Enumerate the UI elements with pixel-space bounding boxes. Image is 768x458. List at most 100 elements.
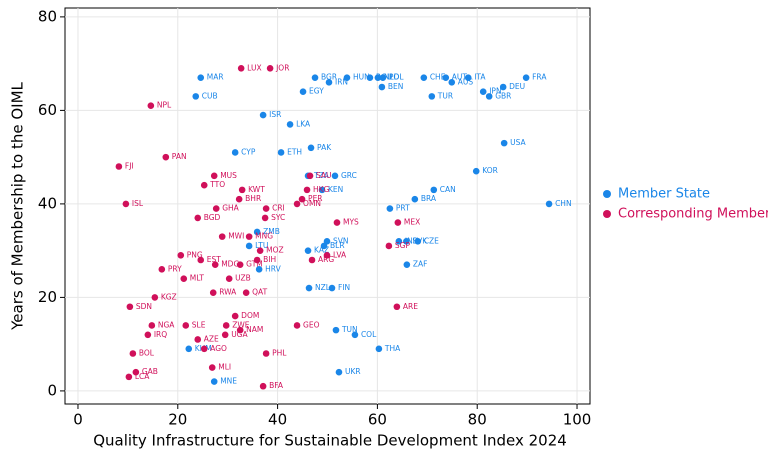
point-label: NGA bbox=[158, 320, 175, 329]
point bbox=[522, 74, 530, 81]
point-label: BOL bbox=[139, 349, 155, 358]
point bbox=[286, 121, 294, 128]
point-label: OMN bbox=[303, 199, 321, 208]
point bbox=[472, 167, 480, 175]
point-label: AZE bbox=[204, 334, 219, 343]
point bbox=[403, 237, 410, 245]
point-label: RWA bbox=[219, 288, 237, 297]
point bbox=[259, 382, 267, 390]
point bbox=[335, 368, 343, 376]
point-label: GRC bbox=[341, 171, 357, 180]
point bbox=[231, 312, 239, 320]
point bbox=[393, 303, 401, 311]
point bbox=[162, 153, 170, 161]
point bbox=[366, 74, 374, 81]
point-label: CHE bbox=[430, 73, 446, 82]
point-label: MDG bbox=[221, 260, 239, 269]
point-label: SGP bbox=[395, 241, 411, 250]
x-tick-label: 40 bbox=[268, 411, 287, 429]
point-label: THA bbox=[384, 344, 401, 353]
x-tick-label: 100 bbox=[563, 411, 592, 429]
point-label: BIH bbox=[263, 255, 276, 264]
point bbox=[210, 378, 218, 385]
point bbox=[307, 144, 315, 152]
point bbox=[293, 200, 301, 208]
point-label: BHR bbox=[245, 194, 261, 203]
point bbox=[328, 284, 336, 292]
point-label: POL bbox=[389, 73, 404, 82]
point bbox=[403, 261, 411, 268]
point bbox=[266, 65, 274, 72]
point-label: PHL bbox=[272, 349, 287, 358]
point-label: MLT bbox=[190, 274, 205, 283]
y-tick-label: 0 bbox=[47, 381, 57, 399]
point-label: ITA bbox=[474, 73, 486, 82]
point bbox=[200, 181, 208, 189]
point-label: AUT bbox=[452, 73, 468, 82]
point-label: CZE bbox=[424, 236, 439, 245]
point bbox=[129, 350, 137, 357]
y-tick-label: 40 bbox=[38, 194, 57, 212]
point bbox=[305, 284, 313, 292]
point bbox=[210, 172, 218, 180]
point-label: PRY bbox=[168, 264, 182, 273]
point bbox=[333, 219, 341, 226]
point bbox=[545, 200, 553, 208]
point-label: PAK bbox=[317, 143, 332, 152]
x-tick-label: 80 bbox=[468, 411, 487, 429]
point-label: BFA bbox=[269, 381, 284, 390]
point bbox=[218, 233, 226, 240]
y-tick-label: 20 bbox=[38, 288, 57, 306]
point bbox=[428, 93, 436, 100]
point bbox=[318, 186, 326, 194]
point-label: EGY bbox=[309, 87, 324, 96]
point bbox=[225, 275, 233, 283]
point-label: TUR bbox=[437, 91, 453, 100]
point bbox=[323, 252, 331, 259]
point-label: CUB bbox=[202, 91, 218, 100]
point bbox=[132, 368, 140, 376]
point bbox=[208, 364, 216, 371]
point-label: ARE bbox=[403, 302, 418, 311]
point bbox=[253, 256, 261, 264]
point-label: KWT bbox=[248, 185, 265, 194]
legend-label: Corresponding Member bbox=[618, 207, 768, 222]
point bbox=[293, 322, 301, 329]
point-label: BGD bbox=[204, 213, 221, 222]
y-tick-label: 80 bbox=[38, 7, 57, 25]
point-label: UKR bbox=[345, 367, 361, 376]
point bbox=[221, 331, 229, 339]
point-label: MWI bbox=[228, 232, 244, 241]
point-label: MLI bbox=[218, 363, 231, 372]
point-label: BRA bbox=[421, 194, 437, 203]
point-label: LKA bbox=[296, 119, 311, 128]
point bbox=[177, 252, 185, 259]
point-label: ZAF bbox=[413, 260, 428, 269]
point-label: NZL bbox=[315, 283, 331, 292]
point bbox=[499, 83, 507, 91]
point bbox=[197, 74, 205, 81]
point-label: ETH bbox=[287, 147, 302, 156]
point bbox=[197, 256, 205, 264]
point bbox=[194, 214, 202, 222]
point bbox=[256, 247, 264, 254]
point-label: HUN bbox=[353, 73, 370, 82]
point-label: SAU bbox=[316, 171, 332, 180]
point-label: PAN bbox=[172, 152, 187, 161]
point-label: DOM bbox=[241, 311, 259, 320]
point bbox=[351, 331, 359, 339]
point bbox=[237, 65, 245, 72]
x-axis-title: Quality Infrastructure for Sustainable D… bbox=[93, 432, 567, 450]
point bbox=[211, 261, 219, 268]
x-tick-label: 0 bbox=[73, 411, 83, 429]
point-label: IRQ bbox=[154, 330, 167, 339]
point-label: CRI bbox=[272, 204, 285, 213]
point-label: BGR bbox=[321, 73, 337, 82]
point-label: FRA bbox=[532, 73, 547, 82]
point bbox=[332, 326, 340, 334]
point bbox=[311, 74, 319, 81]
point-label: KEN bbox=[328, 185, 343, 194]
point-label: NLD bbox=[384, 73, 400, 82]
point bbox=[126, 303, 134, 311]
point-label: CAN bbox=[440, 185, 456, 194]
